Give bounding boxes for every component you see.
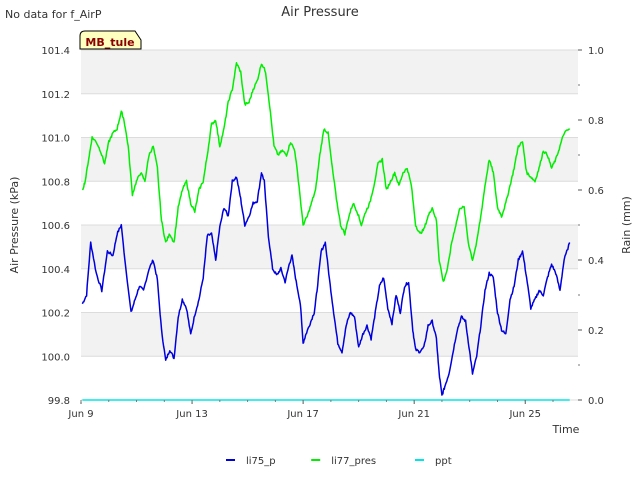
legend-label-li75_p: li75_p <box>246 456 276 467</box>
series-line-li77_pres <box>81 62 571 282</box>
y-left-tick-label: 101.2 <box>41 90 70 101</box>
x-tick-label: Jun 13 <box>175 409 208 420</box>
legend: li75_p li77_pres ppt <box>226 456 452 467</box>
y-right-axis-ticks: 0.0 0.2 0.4 0.6 0.8 1.0 <box>578 46 604 407</box>
y-left-axis-ticks: 99.8 100.0 100.2 100.4 100.6 100.8 101.0 101.2 1… <box>41 46 70 407</box>
background-band <box>81 225 578 269</box>
x-axis-label: Time <box>552 423 580 436</box>
y-right-tick-label: 0.0 <box>588 396 604 407</box>
x-tick-label: Jun 21 <box>397 409 430 420</box>
y-left-axis-label: Air Pressure (kPa) <box>8 177 21 274</box>
y-right-tick-label: 0.4 <box>588 256 604 267</box>
x-tick-label: Jun 9 <box>67 409 93 420</box>
x-tick-label: Jun 25 <box>508 409 541 420</box>
background-band <box>81 312 578 357</box>
series-layer <box>81 62 571 401</box>
y-left-tick-label: 101.0 <box>41 134 70 145</box>
x-axis-ticks: Jun 9 Jun 13 Jun 17 Jun 21 Jun 25 <box>67 400 554 420</box>
chart-title: Air Pressure <box>281 5 359 20</box>
y-right-axis-label: Rain (mm) <box>620 196 633 254</box>
y-right-tick-label: 1.0 <box>588 46 604 57</box>
background-bands <box>81 50 578 357</box>
station-badge-label: MB_tule <box>85 36 134 49</box>
x-tick-label: Jun 17 <box>286 409 319 420</box>
station-badge-box <box>79 30 142 50</box>
y-left-tick-label: 100.4 <box>41 265 70 276</box>
y-left-tick-label: 101.4 <box>41 46 70 57</box>
y-left-tick-label: 100.6 <box>41 221 70 232</box>
y-left-tick-label: 100.2 <box>41 309 70 320</box>
series-line-li75_p <box>81 172 571 396</box>
y-right-tick-label: 0.2 <box>588 326 604 337</box>
y-left-tick-label: 100.0 <box>41 352 70 363</box>
y-left-tick-label: 100.8 <box>41 177 70 188</box>
y-left-tick-label: 99.8 <box>48 396 70 407</box>
legend-label-ppt: ppt <box>435 456 452 467</box>
station-badge: MB_tule <box>79 30 142 50</box>
no-data-note: No data for f_AirP <box>5 8 102 21</box>
background-band <box>81 50 578 94</box>
y-right-tick-label: 0.8 <box>588 116 604 127</box>
y-right-tick-label: 0.6 <box>588 186 604 197</box>
legend-label-li77_pres: li77_pres <box>331 456 376 467</box>
